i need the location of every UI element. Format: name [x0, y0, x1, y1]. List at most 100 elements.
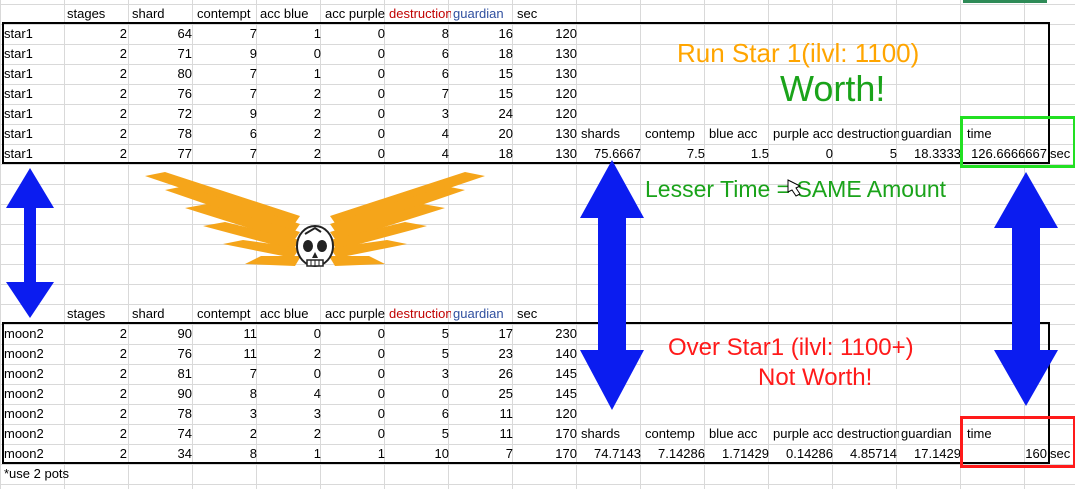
cell-sec[interactable]: 120	[555, 406, 577, 421]
cell-destruction[interactable]: 3	[441, 366, 449, 381]
cell-acc-purple[interactable]: 0	[377, 386, 385, 401]
cell-destruction[interactable]: 3	[441, 106, 449, 121]
cell-shard[interactable]: 90	[177, 326, 192, 341]
cell-contempt[interactable]: 8	[249, 386, 257, 401]
cell-destruction[interactable]: 6	[441, 66, 449, 81]
cell-sec[interactable]: 230	[555, 326, 577, 341]
cell-acc-blue[interactable]: 2	[313, 346, 321, 361]
cell-guardian[interactable]: 20	[498, 126, 513, 141]
cell-sec[interactable]: 170	[555, 446, 577, 461]
cell-acc-purple[interactable]: 0	[377, 346, 385, 361]
cell-stages[interactable]: 2	[119, 106, 127, 121]
cell-name[interactable]: star1	[4, 26, 33, 41]
cell-name[interactable]: moon2	[4, 426, 44, 441]
cell-guardian[interactable]: 17	[498, 326, 513, 341]
cell-destruction[interactable]: 7	[441, 86, 449, 101]
cell-guardian[interactable]: 25	[498, 386, 513, 401]
cell-acc-blue[interactable]: 2	[313, 86, 321, 101]
cell-guardian[interactable]: 11	[499, 426, 514, 441]
cell-shard[interactable]: 34	[177, 446, 192, 461]
cell-acc-blue[interactable]: 1	[313, 26, 321, 41]
cell-acc-blue[interactable]: 0	[313, 366, 321, 381]
cell-stages[interactable]: 2	[119, 346, 127, 361]
cell-acc-blue[interactable]: 3	[313, 406, 321, 421]
cell-name[interactable]: moon2	[4, 446, 44, 461]
cell-destruction[interactable]: 6	[441, 406, 449, 421]
cell-shard[interactable]: 76	[177, 346, 192, 361]
cell-sec[interactable]: 145	[555, 386, 577, 401]
cell-sec[interactable]: 120	[555, 106, 577, 121]
star-avg-time[interactable]: 126.6666667	[971, 146, 1047, 161]
cell-name[interactable]: star1	[4, 126, 33, 141]
cell-shard[interactable]: 76	[177, 86, 192, 101]
cell-acc-purple[interactable]: 0	[377, 406, 385, 421]
cell-sec[interactable]: 120	[555, 26, 577, 41]
cell-shard[interactable]: 81	[177, 366, 192, 381]
cell-destruction[interactable]: 4	[441, 146, 449, 161]
cell-guardian[interactable]: 24	[498, 106, 513, 121]
cell-stages[interactable]: 2	[119, 426, 127, 441]
cell-guardian[interactable]: 18	[498, 146, 513, 161]
cell-guardian[interactable]: 7	[505, 446, 513, 461]
cell-contempt[interactable]: 2	[249, 426, 257, 441]
cell-guardian[interactable]: 18	[498, 46, 513, 61]
cell-acc-purple[interactable]: 0	[377, 426, 385, 441]
cell-shard[interactable]: 80	[177, 66, 192, 81]
cell-acc-purple[interactable]: 0	[377, 366, 385, 381]
cell-contempt[interactable]: 3	[249, 406, 257, 421]
cell-stages[interactable]: 2	[119, 406, 127, 421]
cell-contempt[interactable]: 7	[249, 146, 257, 161]
cell-guardian[interactable]: 26	[498, 366, 513, 381]
cell-contempt[interactable]: 11	[243, 346, 258, 361]
cell-destruction[interactable]: 10	[434, 446, 449, 461]
cell-guardian[interactable]: 23	[498, 346, 513, 361]
cell-acc-purple[interactable]: 0	[377, 146, 385, 161]
cell-destruction[interactable]: 5	[441, 426, 449, 441]
cell-stages[interactable]: 2	[119, 386, 127, 401]
cell-shard[interactable]: 78	[177, 126, 192, 141]
cell-acc-purple[interactable]: 1	[377, 446, 385, 461]
cell-name[interactable]: star1	[4, 46, 33, 61]
cell-name[interactable]: moon2	[4, 326, 44, 341]
cell-acc-purple[interactable]: 0	[377, 86, 385, 101]
cell-guardian[interactable]: 15	[498, 66, 513, 81]
cell-stages[interactable]: 2	[119, 46, 127, 61]
cell-acc-blue[interactable]: 2	[313, 106, 321, 121]
cell-sec[interactable]: 140	[555, 346, 577, 361]
cell-name[interactable]: moon2	[4, 346, 44, 361]
cell-acc-blue[interactable]: 1	[313, 66, 321, 81]
cell-name[interactable]: star1	[4, 86, 33, 101]
cell-stages[interactable]: 2	[119, 66, 127, 81]
cell-name[interactable]: moon2	[4, 366, 44, 381]
cell-contempt[interactable]: 7	[249, 26, 257, 41]
cell-acc-purple[interactable]: 0	[377, 126, 385, 141]
moon-avg-time[interactable]: 160	[1025, 446, 1047, 461]
cell-acc-blue[interactable]: 4	[313, 386, 321, 401]
cell-contempt[interactable]: 9	[249, 46, 257, 61]
cell-contempt[interactable]: 6	[249, 126, 257, 141]
cell-acc-purple[interactable]: 0	[377, 106, 385, 121]
cell-name[interactable]: star1	[4, 66, 33, 81]
cell-acc-purple[interactable]: 0	[377, 26, 385, 41]
cell-guardian[interactable]: 11	[499, 406, 514, 421]
cell-shard[interactable]: 71	[177, 46, 192, 61]
cell-stages[interactable]: 2	[119, 326, 127, 341]
cell-stages[interactable]: 2	[119, 26, 127, 41]
cell-sec[interactable]: 130	[555, 46, 577, 61]
cell-acc-purple[interactable]: 0	[377, 326, 385, 341]
cell-acc-blue[interactable]: 2	[313, 126, 321, 141]
cell-contempt[interactable]: 8	[249, 446, 257, 461]
cell-contempt[interactable]: 11	[243, 326, 258, 341]
cell-contempt[interactable]: 9	[249, 106, 257, 121]
cell-acc-blue[interactable]: 2	[313, 146, 321, 161]
cell-destruction[interactable]: 0	[441, 386, 449, 401]
cell-acc-blue[interactable]: 1	[313, 446, 321, 461]
cell-sec[interactable]: 145	[555, 366, 577, 381]
cell-shard[interactable]: 74	[177, 426, 192, 441]
cell-destruction[interactable]: 4	[441, 126, 449, 141]
cell-sec[interactable]: 130	[555, 146, 577, 161]
cell-stages[interactable]: 2	[119, 146, 127, 161]
cell-stages[interactable]: 2	[119, 126, 127, 141]
cell-name[interactable]: star1	[4, 146, 33, 161]
cell-name[interactable]: moon2	[4, 406, 44, 421]
